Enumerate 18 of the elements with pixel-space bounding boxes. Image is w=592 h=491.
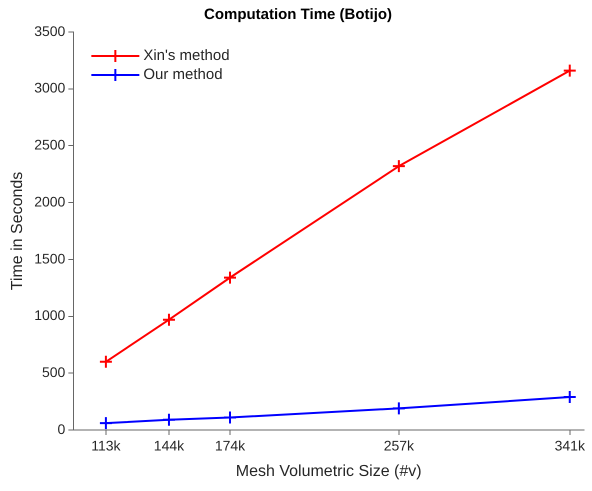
y-tick-label: 1000: [34, 307, 66, 324]
y-tick-label: 1500: [34, 250, 66, 266]
chart-title: Computation Time (Botijo): [204, 6, 392, 24]
x-tick-label: 341k: [554, 437, 586, 454]
x-tick-label: 113k: [91, 437, 122, 454]
x-tick-label: 174k: [214, 437, 246, 454]
y-tick-label: 3500: [34, 22, 66, 39]
y-tick-label: 2500: [34, 136, 66, 153]
x-tick-label: 257k: [384, 437, 416, 454]
legend-label: Xin's method: [143, 47, 230, 64]
legend-label: Our method: [143, 66, 223, 84]
y-axis-title: Time in Seconds: [9, 172, 26, 290]
y-tick-label: 0: [58, 420, 66, 437]
x-tick-label: 144k: [154, 437, 186, 454]
y-tick-label: 500: [42, 364, 66, 380]
x-axis-title: Mesh Volumetric Size (#v): [236, 462, 422, 480]
y-tick-label: 3000: [34, 80, 66, 96]
y-tick-label: 2000: [34, 193, 66, 210]
